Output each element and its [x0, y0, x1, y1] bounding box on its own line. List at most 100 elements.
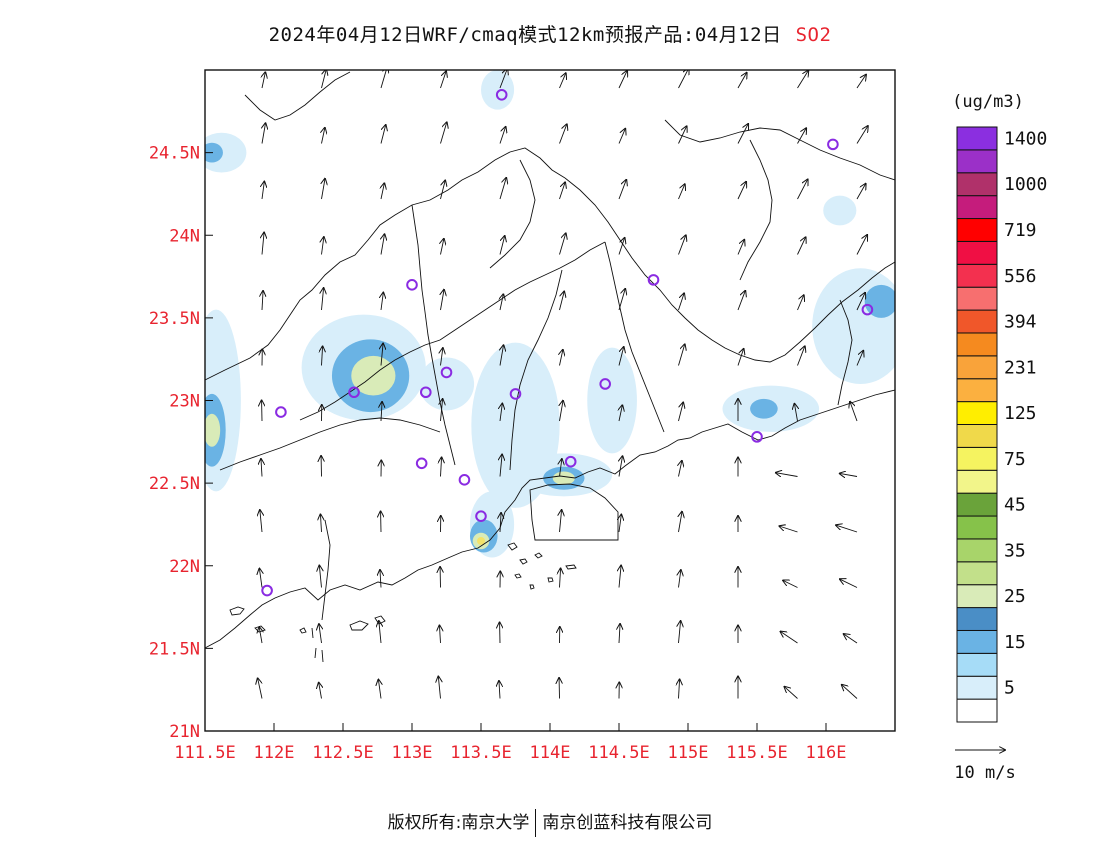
wind-arrow [678, 344, 685, 366]
station-marker [495, 88, 508, 101]
wind-arrow [319, 624, 322, 644]
wind-arrow [679, 570, 681, 588]
wind-arrow [619, 624, 620, 644]
wind-arrow [678, 235, 686, 255]
wind-arrow [500, 455, 502, 477]
wind-arrow [784, 687, 798, 699]
wind-arrow [499, 236, 505, 255]
wind-arrow [559, 292, 565, 311]
wind-arrow [797, 179, 808, 200]
wind-arrow [560, 350, 563, 366]
island [374, 615, 386, 625]
lat-tick-label: 23.5N [149, 309, 200, 329]
wind-arrow [850, 402, 858, 422]
wind-arrow [797, 71, 809, 89]
colorbar-swatch [956, 629, 998, 654]
inner-boundary-8 [244, 71, 351, 121]
colorbar-label: 231 [1004, 357, 1037, 378]
colorbar: 5 15 25 35 45 75 125 231 394 556 719 1000 1400 [956, 126, 1047, 723]
wind-arrow [897, 578, 917, 588]
lon-tick-label: 114.5E [588, 743, 649, 763]
wind-arrow [499, 127, 506, 144]
island [519, 558, 528, 565]
wind-arrow [901, 632, 917, 643]
wind-arrow [438, 677, 440, 699]
colorbar-swatch [956, 561, 998, 586]
wind-arrow [619, 515, 621, 533]
wind-arrow [619, 456, 622, 477]
island [514, 573, 522, 579]
wind-arrow [917, 73, 928, 88]
concentration-patch [205, 132, 247, 173]
lon-tick-label: 114E [530, 743, 571, 763]
wind-arrow [737, 124, 748, 144]
colorbar-swatch [956, 240, 998, 265]
island [565, 564, 577, 570]
wind-arrow [678, 126, 687, 144]
colorbar-swatch [956, 286, 998, 311]
wind-arrow [840, 473, 858, 476]
wind-arrow [797, 128, 807, 144]
station-marker [420, 386, 432, 399]
concentration-patch [552, 471, 575, 485]
colorbar-label: 15 [1004, 632, 1026, 653]
wind-arrow [381, 344, 383, 366]
islands [229, 542, 577, 663]
wind-arrow [856, 293, 865, 311]
inner-boundary-3 [299, 241, 606, 421]
wind-arrow [322, 237, 324, 255]
lat-tick-label: 22.5N [149, 474, 200, 494]
colorbar-swatch [956, 515, 998, 540]
wind-arrow [500, 513, 501, 533]
chart-title: 2024年04月12日WRF/cmaq模式12km预报产品:04月12日 SO2 [0, 20, 1100, 47]
wind-arrow [322, 288, 324, 311]
wind-arrow [441, 348, 443, 366]
concentration-patch [823, 195, 857, 226]
colorbar-swatch [956, 492, 998, 517]
wind-arrow [441, 458, 442, 477]
colorbar-unit: (ug/m3) [952, 92, 1024, 112]
wind-arrow [262, 123, 265, 144]
inner-boundary-6 [219, 417, 441, 471]
wind-arrow [381, 293, 383, 311]
island [529, 584, 535, 590]
footer: 版权所有:南京大学 南京创蓝科技有限公司 [0, 808, 1100, 837]
station-marker [261, 584, 273, 597]
wind-scale-label: 10 m/s [954, 763, 1015, 783]
wind-arrow [618, 71, 627, 89]
wind-arrow [794, 404, 797, 422]
station-marker [458, 474, 471, 486]
wind-vectors [258, 70, 928, 699]
wind-arrow [678, 184, 685, 200]
species-label: SO2 [795, 24, 832, 46]
boundary-lines [205, 71, 895, 649]
wind-arrow [441, 399, 443, 422]
island [299, 627, 307, 634]
wind-arrow [319, 683, 322, 699]
station-marker [751, 431, 763, 443]
footer-separator [535, 809, 537, 837]
station-marker [861, 303, 874, 316]
inner-boundary-13 [321, 519, 331, 621]
colorbar-label: 125 [1004, 403, 1037, 424]
title-main: 2024年04月12日WRF/cmaq模式12km预报产品:04月12日 [268, 24, 782, 46]
lat-tick-label: 21N [169, 722, 200, 742]
wind-arrow [781, 632, 798, 644]
island [534, 552, 543, 559]
wind-arrow [619, 566, 621, 588]
wind-arrow [262, 291, 263, 311]
inner-boundary-7 [739, 139, 773, 281]
colorbar-swatch [956, 584, 998, 609]
lon-tick-label: 112E [254, 743, 295, 763]
wind-arrow [905, 688, 917, 699]
hotspot [477, 536, 485, 545]
island-west [311, 627, 324, 663]
colorbar-swatch [956, 149, 998, 174]
inner-boundary-4 [411, 204, 456, 466]
wind-arrow [618, 238, 625, 255]
wind-arrow [856, 75, 866, 89]
island [229, 606, 245, 616]
colorbar-swatch [956, 698, 998, 723]
wind-arrow [678, 70, 689, 89]
